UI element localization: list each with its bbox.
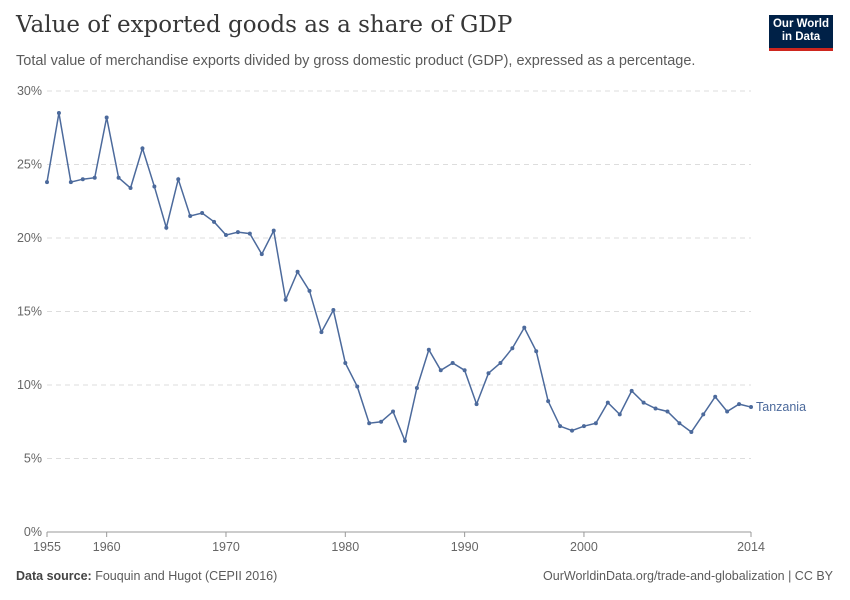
data-point xyxy=(426,347,431,352)
data-point xyxy=(701,412,706,417)
data-point xyxy=(223,233,228,238)
data-point xyxy=(45,180,49,185)
source-label: Data source: xyxy=(16,569,92,583)
data-point xyxy=(474,402,479,407)
data-point xyxy=(617,412,622,417)
data-point xyxy=(200,211,205,216)
series-label: Tanzania xyxy=(756,400,806,414)
data-point xyxy=(677,421,682,426)
data-point xyxy=(641,400,646,405)
data-point xyxy=(152,184,157,189)
data-point xyxy=(367,421,372,426)
data-point xyxy=(462,368,467,373)
data-point xyxy=(188,213,193,218)
data-point xyxy=(235,230,240,235)
data-point xyxy=(283,297,288,302)
data-point xyxy=(391,409,396,414)
owid-logo[interactable]: Our World in Data xyxy=(769,15,833,51)
data-source: Data source: Fouquin and Hugot (CEPII 20… xyxy=(16,569,277,583)
data-point xyxy=(414,385,419,390)
chart-subtitle: Total value of merchandise exports divid… xyxy=(16,53,696,69)
data-point xyxy=(271,228,276,233)
y-tick-label: 15% xyxy=(17,305,42,319)
data-point xyxy=(68,180,73,185)
data-point xyxy=(689,430,694,435)
y-tick-label: 0% xyxy=(24,525,42,539)
y-tick-label: 10% xyxy=(17,378,42,392)
y-tick-label: 20% xyxy=(17,231,42,245)
data-point xyxy=(128,186,133,191)
x-tick-label: 1960 xyxy=(93,540,121,554)
data-point xyxy=(653,406,658,411)
data-point xyxy=(247,231,252,236)
y-tick-label: 30% xyxy=(17,84,42,98)
x-tick-label: 1955 xyxy=(33,540,61,554)
data-point xyxy=(629,388,634,393)
data-point xyxy=(402,438,407,443)
data-point xyxy=(438,368,443,373)
data-point xyxy=(295,269,300,274)
data-point xyxy=(355,384,360,389)
data-point xyxy=(92,175,97,180)
data-point xyxy=(546,399,551,404)
x-tick-label: 1980 xyxy=(331,540,359,554)
data-point xyxy=(510,346,515,351)
data-point xyxy=(164,225,169,230)
data-point xyxy=(665,409,670,414)
data-point xyxy=(498,360,503,365)
source-link[interactable]: Fouquin and Hugot (CEPII 2016) xyxy=(95,569,278,583)
data-point xyxy=(259,252,264,257)
footer-url[interactable]: OurWorldinData.org/trade-and-globalizati… xyxy=(543,569,833,583)
data-point xyxy=(307,288,312,293)
data-point xyxy=(140,146,145,151)
data-point xyxy=(343,360,348,365)
data-point xyxy=(570,428,575,433)
chart-title: Value of exported goods as a share of GD… xyxy=(16,12,513,38)
data-point xyxy=(379,419,384,424)
data-point xyxy=(116,175,121,180)
data-point xyxy=(558,424,563,429)
series-line xyxy=(46,112,752,444)
data-point xyxy=(450,360,455,365)
data-point xyxy=(581,424,586,429)
x-tick-label: 2000 xyxy=(570,540,598,554)
data-point xyxy=(319,330,324,335)
data-point xyxy=(486,371,491,376)
data-point xyxy=(605,400,610,405)
data-point xyxy=(749,405,753,410)
logo-text: Our World in Data xyxy=(772,18,829,43)
data-point xyxy=(56,111,61,116)
data-point xyxy=(212,219,217,224)
data-point xyxy=(331,308,336,313)
x-tick-label: 1970 xyxy=(212,540,240,554)
x-tick-label: 1990 xyxy=(451,540,479,554)
data-point xyxy=(104,115,109,120)
data-point xyxy=(725,409,730,414)
y-tick-label: 5% xyxy=(24,452,42,466)
data-point xyxy=(80,177,85,182)
data-point xyxy=(522,325,527,330)
data-point xyxy=(534,349,539,354)
data-point xyxy=(176,177,181,182)
data-point xyxy=(737,402,742,407)
data-point xyxy=(713,394,718,399)
y-tick-label: 25% xyxy=(17,158,42,172)
data-point xyxy=(593,421,598,426)
x-tick-label: 2014 xyxy=(737,540,765,554)
